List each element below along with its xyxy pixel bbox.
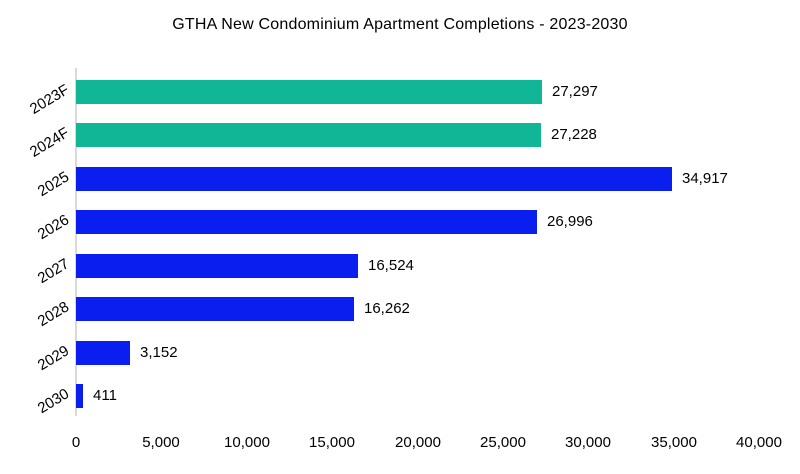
x-axis-tick-label: 25,000 — [480, 434, 526, 451]
bar-2026 — [76, 210, 537, 234]
bar-2025 — [76, 167, 672, 191]
bar-2027 — [76, 254, 358, 278]
y-axis-line — [75, 68, 77, 416]
bar-value-label: 411 — [93, 387, 117, 404]
bar-value-label: 34,917 — [682, 170, 728, 187]
bar-2023F — [76, 80, 542, 104]
bar-2029 — [76, 341, 130, 365]
y-axis-label-2030: 2030 — [34, 385, 73, 418]
bar-2024F — [76, 123, 541, 147]
chart-title: GTHA New Condominium Apartment Completio… — [172, 16, 628, 33]
x-axis-tick-label: 40,000 — [736, 434, 782, 451]
y-axis-label-2024F: 2024F — [26, 124, 73, 161]
x-axis-tick-label: 20,000 — [395, 434, 441, 451]
y-axis-label-2026: 2026 — [34, 211, 73, 244]
bar-2030 — [76, 384, 83, 408]
plot-area: 27,297 27,228 34,917 26,996 16,524 16,262 3,15… — [75, 68, 759, 418]
x-axis-tick-label: 5,000 — [142, 434, 180, 451]
bar-2028 — [76, 297, 354, 321]
x-axis-tick-label: 15,000 — [309, 434, 355, 451]
x-axis-tick-label: 10,000 — [224, 434, 270, 451]
x-axis-tick-label: 30,000 — [565, 434, 611, 451]
y-axis-label-2027: 2027 — [34, 255, 73, 288]
y-axis-label-2028: 2028 — [34, 298, 73, 331]
y-axis-label-2025: 2025 — [34, 168, 73, 201]
bar-value-label: 27,228 — [551, 126, 597, 143]
bar-value-label: 27,297 — [552, 83, 598, 100]
bar-value-label: 16,524 — [368, 257, 414, 274]
x-axis-tick-label: 35,000 — [651, 434, 697, 451]
y-axis-label-2023F: 2023F — [26, 81, 73, 118]
x-axis-tick-label: 0 — [71, 434, 81, 451]
bar-value-label: 3,152 — [140, 344, 178, 361]
bar-value-label: 16,262 — [364, 300, 410, 317]
bar-value-label: 26,996 — [547, 213, 593, 230]
y-axis-label-2029: 2029 — [34, 342, 73, 375]
